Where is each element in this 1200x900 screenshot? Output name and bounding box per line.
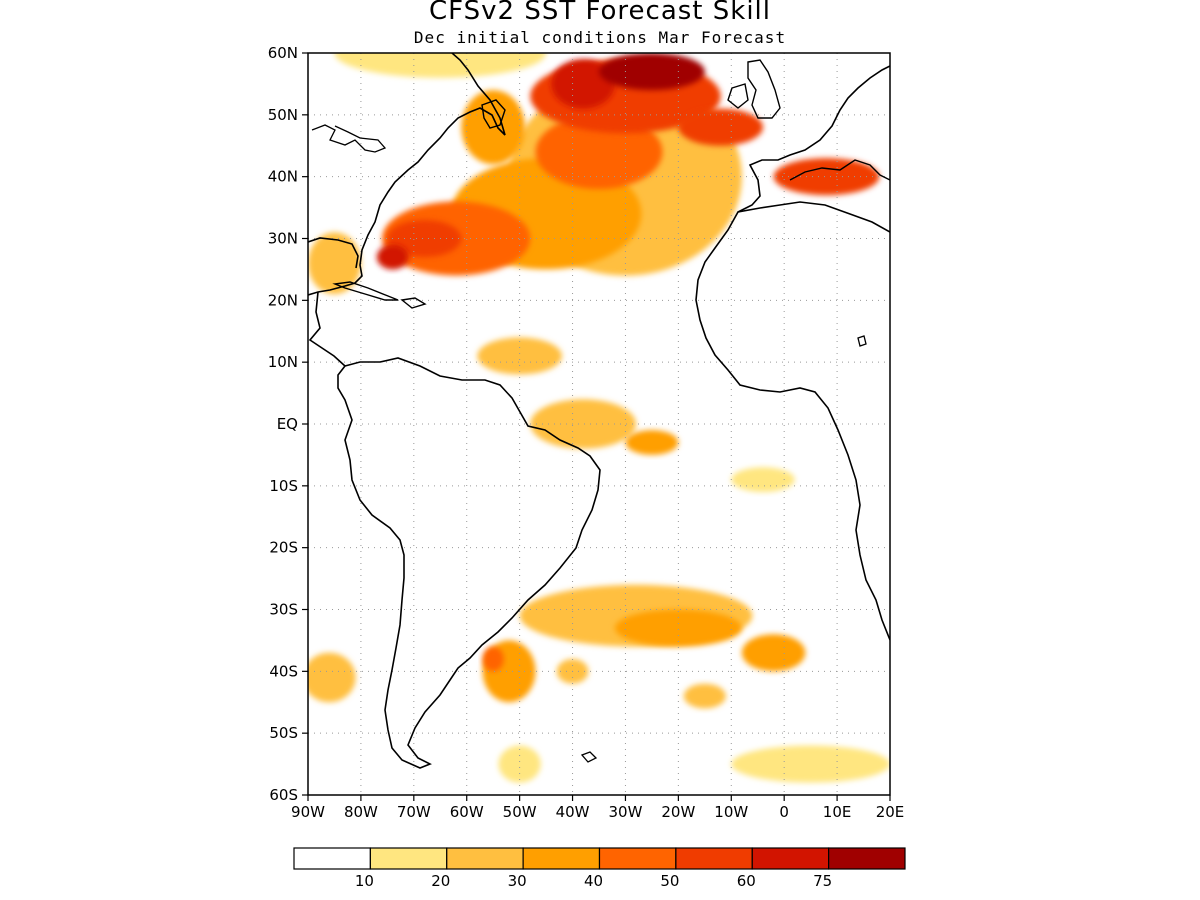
coastline-gulf <box>308 237 359 269</box>
lat-tick-label: 30S <box>269 601 298 619</box>
skill-region <box>551 59 615 109</box>
colorbar-swatch <box>369 847 448 870</box>
lon-tick-label: 30W <box>608 803 642 821</box>
lon-tick-label: 20W <box>661 803 695 821</box>
skill-region <box>773 158 880 196</box>
lat-tick-label: 10N <box>268 353 298 371</box>
map-gridlines <box>308 53 890 795</box>
colorbar-label: 60 <box>737 872 756 890</box>
map-subtitle: Dec initial conditions Mar Forecast <box>413 28 787 47</box>
lon-tick-label: 10E <box>823 803 852 821</box>
lon-tick-label: 10W <box>714 803 748 821</box>
lat-tick-label: 10S <box>269 477 298 495</box>
lat-tick-label: 40N <box>268 168 298 186</box>
lat-tick-label: 40S <box>269 662 298 680</box>
skill-region <box>731 467 795 493</box>
colorbar-swatch <box>522 847 601 870</box>
lon-tick-label: 40W <box>556 803 590 821</box>
skill-shading <box>308 53 890 783</box>
colorbar-label: 10 <box>355 872 374 890</box>
skill-region <box>731 745 890 783</box>
colorbar-label: 40 <box>584 872 603 890</box>
coastline-europe <box>737 65 890 213</box>
coastline-great-lakes <box>311 124 387 153</box>
lon-tick-label: 20E <box>876 803 905 821</box>
lat-tick-label: 20N <box>268 291 298 309</box>
coastline-cuba <box>332 281 399 301</box>
colorbar-label: 50 <box>660 872 679 890</box>
skill-region <box>482 646 504 672</box>
lon-tick-label: 60W <box>450 803 484 821</box>
colorbar-swatch <box>598 847 677 870</box>
skill-region <box>741 634 806 672</box>
colorbar-label: 75 <box>813 872 832 890</box>
colorbar-swatch <box>828 847 906 870</box>
coastline-ireland <box>727 83 749 109</box>
skill-region <box>308 232 361 295</box>
skill-region <box>308 652 356 703</box>
lon-tick-label: 80W <box>344 803 378 821</box>
lon-tick-label: 70W <box>397 803 431 821</box>
coastline-central-america <box>308 291 346 367</box>
coastline-british-isles <box>747 59 781 119</box>
colorbar-swatch <box>446 847 524 870</box>
lat-tick-label: 20S <box>269 539 298 557</box>
colorbar-label: 30 <box>508 872 527 890</box>
skill-region <box>678 108 764 146</box>
lon-tick-label: 50W <box>503 803 537 821</box>
lat-tick-label: 60N <box>268 44 298 62</box>
colorbar-swatch <box>675 847 753 870</box>
skill-region <box>334 53 547 78</box>
skill-region <box>376 244 409 270</box>
skill-region <box>477 337 562 375</box>
lat-tick-label: 50N <box>268 106 298 124</box>
lat-tick-label: 50S <box>269 724 298 742</box>
coastlines <box>308 53 890 769</box>
coastline-cape-verde <box>857 335 867 347</box>
skill-region <box>535 114 663 190</box>
colorbar-swatch <box>751 847 830 870</box>
skill-region <box>683 683 726 709</box>
coastline-newfoundland <box>481 99 506 129</box>
colorbar-swatch <box>293 847 371 870</box>
skill-region <box>530 399 637 449</box>
coastline-hispaniola <box>400 297 427 309</box>
skill-region <box>614 609 742 647</box>
skill-region <box>387 219 462 258</box>
colorbar: 10 20 30 40 50 60 75 <box>293 847 906 890</box>
skill-region <box>498 745 541 783</box>
lat-tick-label: EQ <box>277 415 298 433</box>
colorbar-label: 20 <box>431 872 450 890</box>
map-title: CFSv2 SST Forecast Skill <box>428 0 772 26</box>
lat-tick-label: 30N <box>268 230 298 248</box>
skill-region <box>625 430 679 455</box>
coastline-south-america <box>337 357 601 769</box>
coastline-mediterranean <box>789 159 890 181</box>
map-axes: 60S 50S 40S 30S 20S 10S EQ 10N 20N 30N 40N 50N 60N 90… <box>268 44 905 821</box>
lon-tick-label: 90W <box>291 803 325 821</box>
coastline-north-america <box>308 53 506 296</box>
lat-tick-label: 60S <box>269 786 298 804</box>
coastline-falklands <box>580 751 598 763</box>
skill-region <box>599 53 705 91</box>
coastline-africa <box>695 201 890 641</box>
lon-tick-label: 0 <box>779 803 789 821</box>
